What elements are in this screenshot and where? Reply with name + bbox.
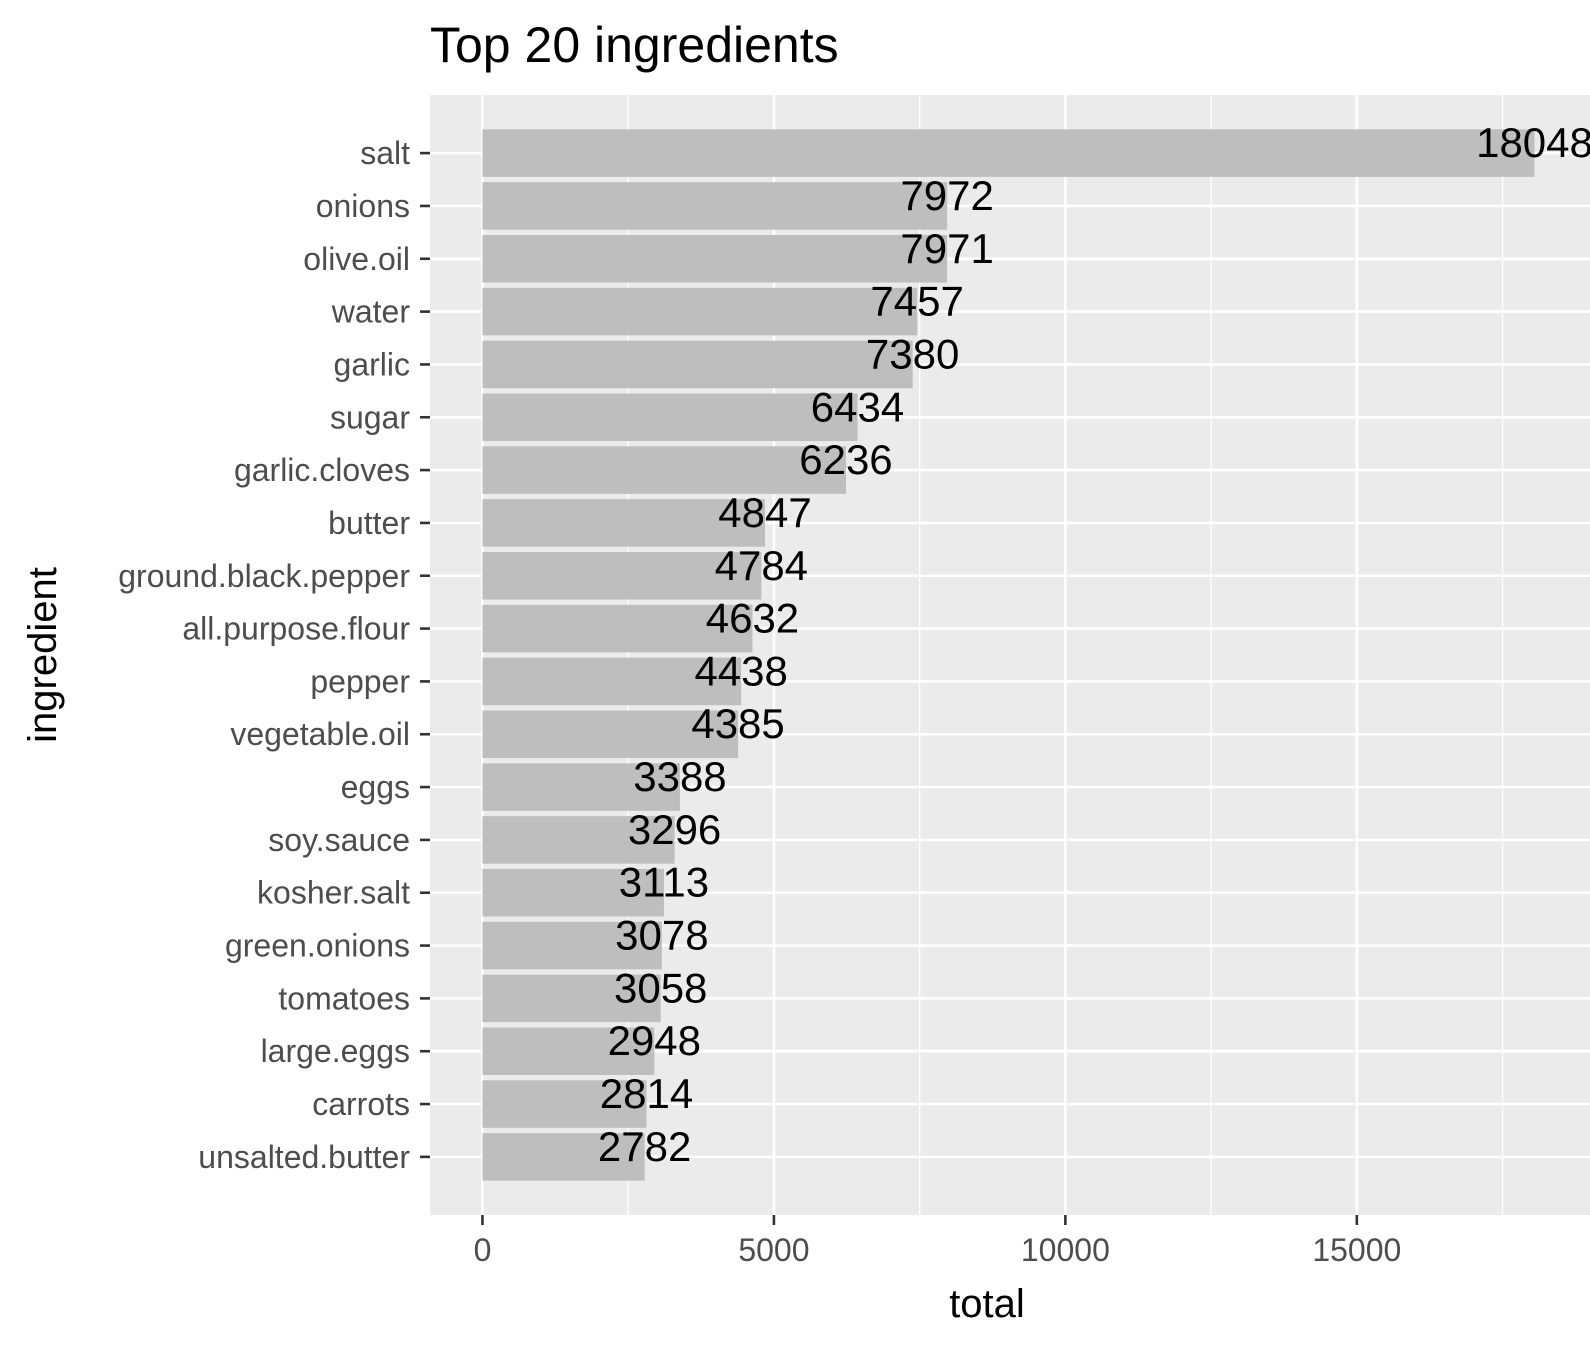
bar-water — [482, 287, 918, 336]
data-label-garlic: 7380 — [866, 330, 959, 377]
bar-onions — [482, 182, 948, 230]
y-axis: salt onions olive.oil water garlic sugar garli… — [118, 135, 430, 1175]
bar-ground.black.pepper — [482, 551, 762, 600]
x-tick-label-15000: 15000 — [1312, 1232, 1401, 1268]
y-tick-label-green.onions: green.onions — [225, 928, 410, 964]
data-label-kosher.salt: 3113 — [619, 859, 709, 906]
y-tick-label-unsalted.butter: unsalted.butter — [198, 1139, 410, 1175]
bar-garlic.cloves — [482, 446, 846, 494]
data-label-unsalted.butter: 2782 — [598, 1123, 691, 1170]
y-tick-label-kosher.salt: kosher.salt — [257, 875, 410, 911]
bar-green.onions — [482, 921, 662, 970]
bar-large.eggs — [482, 1027, 655, 1075]
y-axis-title: ingredient — [21, 567, 65, 743]
data-label-all.purpose.flour: 4632 — [706, 595, 799, 642]
bar-pepper — [482, 657, 742, 706]
y-tick-label-onions: onions — [316, 188, 410, 224]
x-tick-label-0: 0 — [474, 1232, 492, 1268]
bar-tomatoes — [482, 974, 661, 1023]
y-tick-label-all.purpose.flour: all.purpose.flour — [182, 611, 410, 647]
y-tick-label-ground.black.pepper: ground.black.pepper — [118, 558, 410, 594]
bar-vegetable.oil — [482, 710, 739, 759]
data-label-soy.sauce: 3296 — [628, 806, 721, 853]
data-label-green.onions: 3078 — [615, 912, 708, 959]
data-label-carrots: 2814 — [600, 1070, 693, 1117]
x-axis-title: total — [949, 1282, 1025, 1326]
data-label-eggs: 3388 — [633, 753, 726, 800]
y-tick-label-sugar: sugar — [330, 399, 410, 435]
y-tick-label-salt: salt — [360, 135, 410, 171]
bar-olive.oil — [482, 235, 948, 283]
bar-unsalted.butter — [482, 1133, 645, 1181]
data-label-ground.black.pepper: 4784 — [715, 542, 808, 589]
data-label-pepper: 4438 — [694, 647, 787, 694]
data-label-sugar: 6434 — [811, 383, 904, 430]
x-tick-label-10000: 10000 — [1021, 1232, 1110, 1268]
data-label-salt: 18048 — [1476, 119, 1590, 166]
bar-all.purpose.flour — [482, 604, 753, 653]
x-tick-label-5000: 5000 — [738, 1232, 809, 1268]
bar-eggs — [482, 763, 680, 811]
bars — [482, 129, 1535, 1181]
bar-butter — [482, 499, 766, 547]
bar-soy.sauce — [482, 816, 675, 864]
bar-carrots — [482, 1080, 647, 1128]
y-tick-label-pepper: pepper — [310, 663, 410, 699]
bar-salt — [482, 129, 1535, 177]
y-tick-label-garlic.cloves: garlic.cloves — [234, 452, 410, 488]
chart-title: Top 20 ingredients — [430, 17, 839, 73]
data-label-large.eggs: 2948 — [608, 1017, 701, 1064]
data-label-water: 7457 — [870, 278, 963, 325]
data-labels: 18048 7972 7971 7457 7380 6434 6236 4847 4784 463… — [598, 119, 1590, 1170]
data-label-onions: 7972 — [900, 172, 993, 219]
bar-garlic — [482, 340, 913, 389]
y-tick-label-eggs: eggs — [341, 769, 410, 805]
x-axis: 0 5000 10000 15000 — [474, 1215, 1401, 1268]
y-tick-label-butter: butter — [328, 505, 410, 541]
y-tick-label-large.eggs: large.eggs — [261, 1033, 410, 1069]
y-tick-label-garlic: garlic — [334, 346, 410, 382]
y-tick-label-water: water — [331, 294, 411, 330]
data-label-butter: 4847 — [718, 489, 811, 536]
y-tick-label-vegetable.oil: vegetable.oil — [230, 716, 410, 752]
y-tick-label-carrots: carrots — [312, 1086, 410, 1122]
data-label-garlic.cloves: 6236 — [799, 436, 892, 483]
data-label-vegetable.oil: 4385 — [691, 700, 784, 747]
bar-sugar — [482, 393, 858, 442]
y-tick-label-tomatoes: tomatoes — [278, 980, 410, 1016]
y-tick-label-olive.oil: olive.oil — [303, 241, 410, 277]
bar-kosher.salt — [482, 868, 664, 917]
y-tick-label-soy.sauce: soy.sauce — [268, 822, 410, 858]
data-label-tomatoes: 3058 — [614, 964, 707, 1011]
data-label-olive.oil: 7971 — [900, 225, 993, 272]
